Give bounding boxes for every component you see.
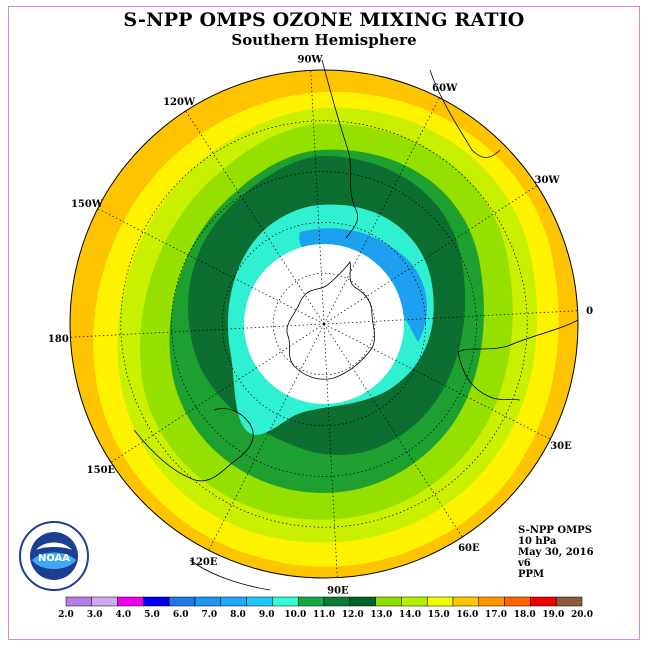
colorbar-swatch — [220, 596, 247, 607]
colorbar-label: 18.0 — [514, 610, 536, 620]
longitude-label: 120W — [163, 97, 196, 108]
colorbar-swatch — [323, 596, 351, 607]
map-title: S-NPP OMPS OZONE MIXING RATIO — [123, 9, 525, 31]
longitude-label: 180 — [48, 334, 69, 345]
colorbar-swatch — [246, 596, 273, 607]
colorbar-swatch — [91, 596, 118, 607]
colorbar-label: 2.0 — [58, 610, 74, 620]
latitude-circle — [272, 272, 376, 376]
info-version: v6 — [518, 558, 531, 569]
map-subtitle: Southern Hemisphere — [231, 31, 417, 49]
latitude-circle — [222, 222, 426, 426]
colorbar-swatch — [478, 596, 505, 607]
colorbar-label: 10.0 — [284, 610, 306, 620]
figure-frame — [8, 6, 640, 640]
nz-coast — [189, 559, 271, 591]
longitude-label: 90E — [327, 586, 349, 597]
latitude-circle — [171, 171, 477, 477]
colorbar-label: 6.0 — [173, 610, 189, 620]
colorbar-swatch — [426, 596, 454, 607]
graticule — [70, 70, 578, 578]
longitude-label: 30E — [550, 441, 572, 452]
colorbar-label: 17.0 — [485, 610, 507, 620]
noaa-logo: NOAA — [19, 521, 89, 591]
colorbar-label: 20.0 — [571, 610, 593, 620]
colorbar-swatch — [401, 596, 428, 607]
info-instrument: S-NPP OMPS — [518, 525, 592, 536]
colorbar-label: 15.0 — [428, 610, 450, 620]
colorbar-label: 7.0 — [201, 610, 217, 620]
colorbar-label: 9.0 — [259, 610, 275, 620]
australia-coast — [133, 408, 254, 482]
colorbar-label: 5.0 — [144, 610, 160, 620]
longitude-label: 0 — [586, 306, 593, 317]
antarctica-coast — [286, 261, 376, 380]
info-pressure: 10 hPa — [518, 536, 557, 547]
colorbar-swatch — [375, 596, 402, 607]
colorbar-swatch — [452, 596, 480, 607]
longitude-label: 90W — [298, 54, 324, 65]
noaa-logo-text: NOAA — [38, 553, 70, 564]
south-america-coast — [321, 59, 358, 239]
africa-coast — [457, 319, 579, 401]
colorbar-label: 13.0 — [370, 610, 392, 620]
colorbar-labels: 2.0 3.0 4.0 5.0 6.0 7.0 8.0 9.0 10.0 11.0 12.0 13.0… — [58, 610, 593, 620]
info-date: May 30, 2016 — [518, 547, 594, 558]
colorbar-swatch — [117, 596, 144, 607]
colorbar-swatch — [530, 596, 557, 607]
colorbar-swatch — [168, 596, 196, 607]
south-america-east-coast — [429, 69, 501, 158]
colorbar-label: 8.0 — [230, 610, 246, 620]
longitude-label: 150E — [87, 465, 116, 476]
colorbar-label: 3.0 — [87, 610, 103, 620]
colorbar-label: 19.0 — [542, 610, 564, 620]
colorbar-label: 11.0 — [313, 610, 335, 620]
colorbar-swatch — [555, 596, 583, 607]
map-boundary — [69, 69, 579, 579]
colorbar-boxes — [65, 596, 583, 607]
colorbar-swatch — [65, 596, 93, 607]
colorbar-label: 12.0 — [342, 610, 364, 620]
colorbar-swatch — [297, 596, 325, 607]
colorbar-label: 4.0 — [115, 610, 131, 620]
colorbar-swatch — [349, 596, 376, 607]
colorbar-label: 14.0 — [399, 610, 421, 620]
info-block: S-NPP OMPS 10 hPa May 30, 2016 v6 PPM — [518, 525, 594, 580]
coastlines — [133, 59, 579, 591]
longitude-label: 60W — [432, 83, 458, 94]
colorbar-swatch — [194, 596, 222, 607]
longitude-label: 120E — [189, 557, 218, 568]
longitude-label: 30W — [535, 175, 561, 186]
info-units: PPM — [518, 569, 545, 580]
longitude-labels: 90W 60W 30W 0 30E 60E 90E 120E 150E 180 150W 120W — [48, 54, 593, 596]
colorbar-swatch — [143, 596, 170, 607]
latitude-circle — [120, 120, 528, 528]
colorbar-swatch — [272, 596, 299, 607]
longitude-label: 150W — [71, 199, 104, 210]
colorbar-label: 16.0 — [456, 610, 478, 620]
longitude-label: 60E — [458, 543, 480, 554]
colorbar-swatch — [504, 596, 531, 607]
